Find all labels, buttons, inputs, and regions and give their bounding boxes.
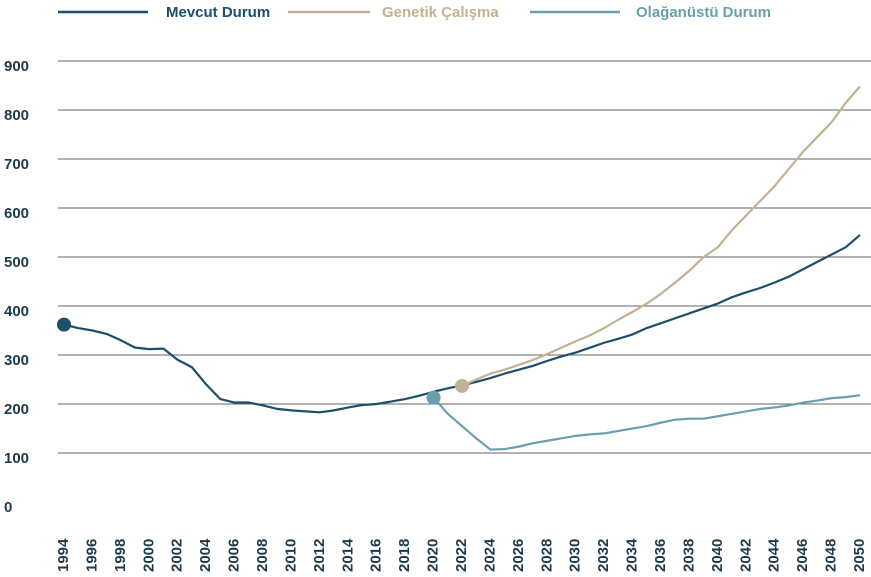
- y-tick-label: 500: [4, 254, 29, 271]
- x-tick-label: 2018: [396, 539, 413, 572]
- x-tick-label: 2016: [368, 539, 385, 572]
- x-tick-label: 2028: [538, 539, 555, 572]
- x-tick-label: 2044: [766, 538, 783, 572]
- y-tick-label: 700: [4, 156, 29, 173]
- x-tick-label: 2042: [737, 539, 754, 572]
- y-tick-label: 600: [4, 205, 29, 222]
- legend-label: Genetik Çalışma: [382, 4, 499, 21]
- start-marker: [455, 378, 469, 393]
- y-tick-label: 0: [4, 499, 12, 516]
- y-tick-label: 100: [4, 450, 29, 467]
- x-tick-label: 2026: [510, 539, 527, 572]
- x-tick-label: 2012: [311, 539, 328, 572]
- x-tick-label: 2006: [226, 539, 243, 572]
- x-tick-label: 2050: [851, 539, 868, 572]
- x-tick-label: 2020: [425, 539, 442, 572]
- start-marker: [57, 317, 71, 332]
- x-tick-label: 2032: [595, 539, 612, 572]
- x-tick-label: 1998: [112, 539, 129, 572]
- x-tick-label: 2000: [140, 539, 157, 572]
- x-tick-label: 2004: [197, 538, 214, 572]
- x-tick-label: 2010: [282, 539, 299, 572]
- x-tick-label: 2008: [254, 539, 271, 572]
- x-tick-label: 2034: [624, 538, 641, 572]
- x-tick-label: 1996: [83, 539, 100, 572]
- y-tick-label: 400: [4, 303, 29, 320]
- x-tick-label: 1994: [55, 538, 72, 572]
- y-tick-label: 200: [4, 401, 29, 418]
- x-tick-label: 2022: [453, 539, 470, 572]
- series-line: [461, 85, 861, 387]
- legend-label: Mevcut Durum: [166, 4, 270, 21]
- series-line: [432, 394, 861, 451]
- x-tick-label: 2040: [709, 539, 726, 572]
- x-tick-label: 2046: [794, 539, 811, 572]
- x-tick-label: 2048: [823, 539, 840, 572]
- y-tick-label: 800: [4, 107, 29, 124]
- legend-label: Olağanüstü Durum: [636, 4, 771, 21]
- y-tick-label: 900: [4, 58, 29, 75]
- x-tick-label: 2002: [169, 539, 186, 572]
- x-tick-label: 2024: [481, 538, 498, 572]
- x-tick-label: 2030: [567, 539, 584, 572]
- start-marker: [426, 390, 441, 405]
- x-tick-label: 2036: [652, 539, 669, 572]
- y-tick-label: 300: [4, 352, 29, 369]
- x-tick-label: 2014: [339, 538, 356, 572]
- x-tick-label: 2038: [680, 539, 697, 572]
